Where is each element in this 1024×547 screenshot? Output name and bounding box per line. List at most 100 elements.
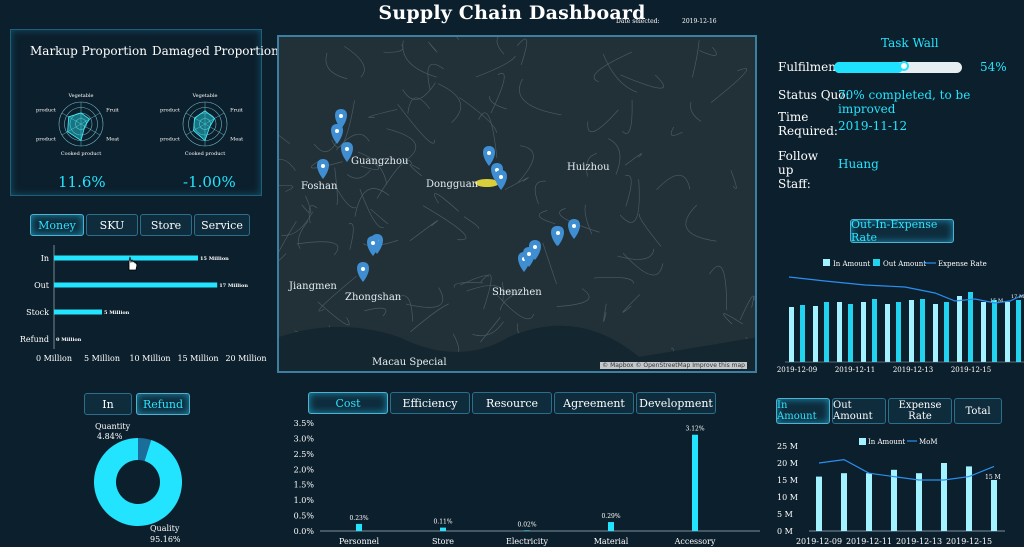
map-road xyxy=(335,186,356,208)
donut-value: 95.16% xyxy=(150,535,181,544)
y-tick-label: 15 M xyxy=(777,476,798,485)
map-road xyxy=(349,223,354,249)
map-place-label: Huizhou xyxy=(567,162,610,173)
tab-refund[interactable]: Refund xyxy=(136,393,190,415)
map-road xyxy=(476,56,516,77)
legend-swatch xyxy=(859,438,866,445)
y-tick-label: 1.5% xyxy=(294,481,315,490)
bar-out xyxy=(54,283,217,288)
map-road xyxy=(344,46,364,77)
expense-rate-button[interactable]: Out-In-Expense Rate xyxy=(850,219,954,243)
map-pin-icon[interactable] xyxy=(357,262,369,282)
map-pin-icon[interactable] xyxy=(568,219,580,239)
page-title: Supply Chain Dashboard xyxy=(0,2,1024,24)
in-refund-tabs: In Refund xyxy=(84,393,190,415)
y-tick-label: 3.0% xyxy=(294,434,315,443)
markup-radar-chart: VegetableFruitMeatCooked productRetail p… xyxy=(36,82,126,162)
map-pin-icon[interactable] xyxy=(495,170,507,190)
cost-tabs: Cost Efficiency Resource Agreement Devel… xyxy=(308,392,716,414)
x-tick-label: 20 Million xyxy=(225,354,266,363)
tab-money[interactable]: Money xyxy=(30,214,84,236)
in-amount-bar xyxy=(933,304,938,362)
tab-out-amount[interactable]: Out Amount xyxy=(832,398,886,424)
map-road xyxy=(279,129,290,144)
map-pin-icon[interactable] xyxy=(552,226,564,246)
y-tick-label: 2.0% xyxy=(294,465,315,474)
x-tick-label: 15 Million xyxy=(177,354,218,363)
tab-efficiency[interactable]: Efficiency xyxy=(390,392,470,414)
map-pin-icon[interactable] xyxy=(483,146,495,166)
map-road xyxy=(518,146,534,183)
in-amount-bar xyxy=(941,463,947,531)
map-road xyxy=(279,185,293,191)
map-place-label: Foshan xyxy=(301,181,338,192)
map-place-label: Jiangmen xyxy=(288,281,337,292)
tab-in-amount[interactable]: In Amount xyxy=(776,398,830,424)
x-tick-label: 2019-12-15 xyxy=(951,366,991,374)
map-road xyxy=(623,294,640,312)
map-road xyxy=(731,170,737,188)
out-amount-bar xyxy=(824,302,829,362)
map-road xyxy=(454,282,483,287)
in-amount-bar xyxy=(837,302,842,362)
x-tick-label: Accessory xyxy=(674,537,716,546)
tab-total[interactable]: Total xyxy=(954,398,1002,424)
x-tick-label: Material xyxy=(594,537,629,546)
in-amount-bar xyxy=(909,300,914,362)
x-tick-label: 2019-12-15 xyxy=(946,537,992,546)
radar-label: Cooked product xyxy=(61,151,101,157)
map-road xyxy=(410,304,448,332)
map-road xyxy=(355,188,389,216)
tab-store[interactable]: Store xyxy=(140,214,192,236)
damaged-value: -1.00% xyxy=(183,173,236,191)
radar-label: Vegetable xyxy=(191,93,217,99)
map-road xyxy=(384,45,403,53)
map-road xyxy=(617,249,653,260)
tab-expense-rate[interactable]: Expense Rate xyxy=(888,398,952,424)
time-value: 2019-11-12 xyxy=(838,119,907,133)
tab-sku[interactable]: SKU xyxy=(86,214,138,236)
map-road xyxy=(723,314,742,325)
map-canvas[interactable]: Foshan Guangzhou Dongguan Huizhou Jiangmen Zh… xyxy=(279,37,757,373)
radar-label: Meat xyxy=(230,137,243,143)
y-tick-label: 0 M xyxy=(777,527,793,536)
map-road xyxy=(505,178,529,190)
tab-development[interactable]: Development xyxy=(636,392,716,414)
money-tabs: Money SKU Store Service xyxy=(30,214,250,236)
x-tick-label: 5 Million xyxy=(84,354,120,363)
fulfilment-progress xyxy=(834,62,962,73)
x-tick-label: 2019-12-09 xyxy=(796,537,842,546)
bar-stock xyxy=(54,310,102,315)
time-label: Time Required: xyxy=(778,110,828,138)
map-view[interactable]: Foshan Guangzhou Dongguan Huizhou Jiangmen Zh… xyxy=(277,35,757,373)
map-road xyxy=(594,277,634,283)
tab-agreement[interactable]: Agreement xyxy=(554,392,634,414)
bar-value-label: 15 Million xyxy=(200,256,229,262)
tab-cost[interactable]: Cost xyxy=(308,392,388,414)
map-road xyxy=(279,221,296,262)
status-value: 70% completed, to be improved xyxy=(838,88,1024,116)
bar-value-label: 0.29% xyxy=(601,513,620,520)
map-attribution[interactable]: © Mapbox © OpenStreetMap Improve this ma… xyxy=(600,362,747,369)
tab-service[interactable]: Service xyxy=(194,214,250,236)
map-road xyxy=(480,317,500,342)
map-road xyxy=(691,102,702,122)
map-road xyxy=(369,109,397,117)
map-road xyxy=(620,179,639,222)
map-road xyxy=(517,39,527,65)
x-tick-label: 2019-12-09 xyxy=(777,366,817,374)
tab-resource[interactable]: Resource xyxy=(472,392,552,414)
map-pin-icon[interactable] xyxy=(317,159,329,179)
in-amount-bar xyxy=(813,306,818,362)
map-place-label: Dongguan xyxy=(426,179,479,190)
in-amount-bar xyxy=(991,480,997,531)
bar-value-label: 3.12% xyxy=(685,426,704,433)
radar-label: Aquatic product xyxy=(36,108,56,114)
map-road xyxy=(754,284,757,300)
tab-in[interactable]: In xyxy=(84,393,132,415)
map-road xyxy=(519,79,561,115)
map-pin-icon[interactable] xyxy=(331,124,343,144)
legend-label: In Amount xyxy=(833,260,870,268)
category-label: In xyxy=(41,254,49,263)
map-road xyxy=(403,83,436,100)
